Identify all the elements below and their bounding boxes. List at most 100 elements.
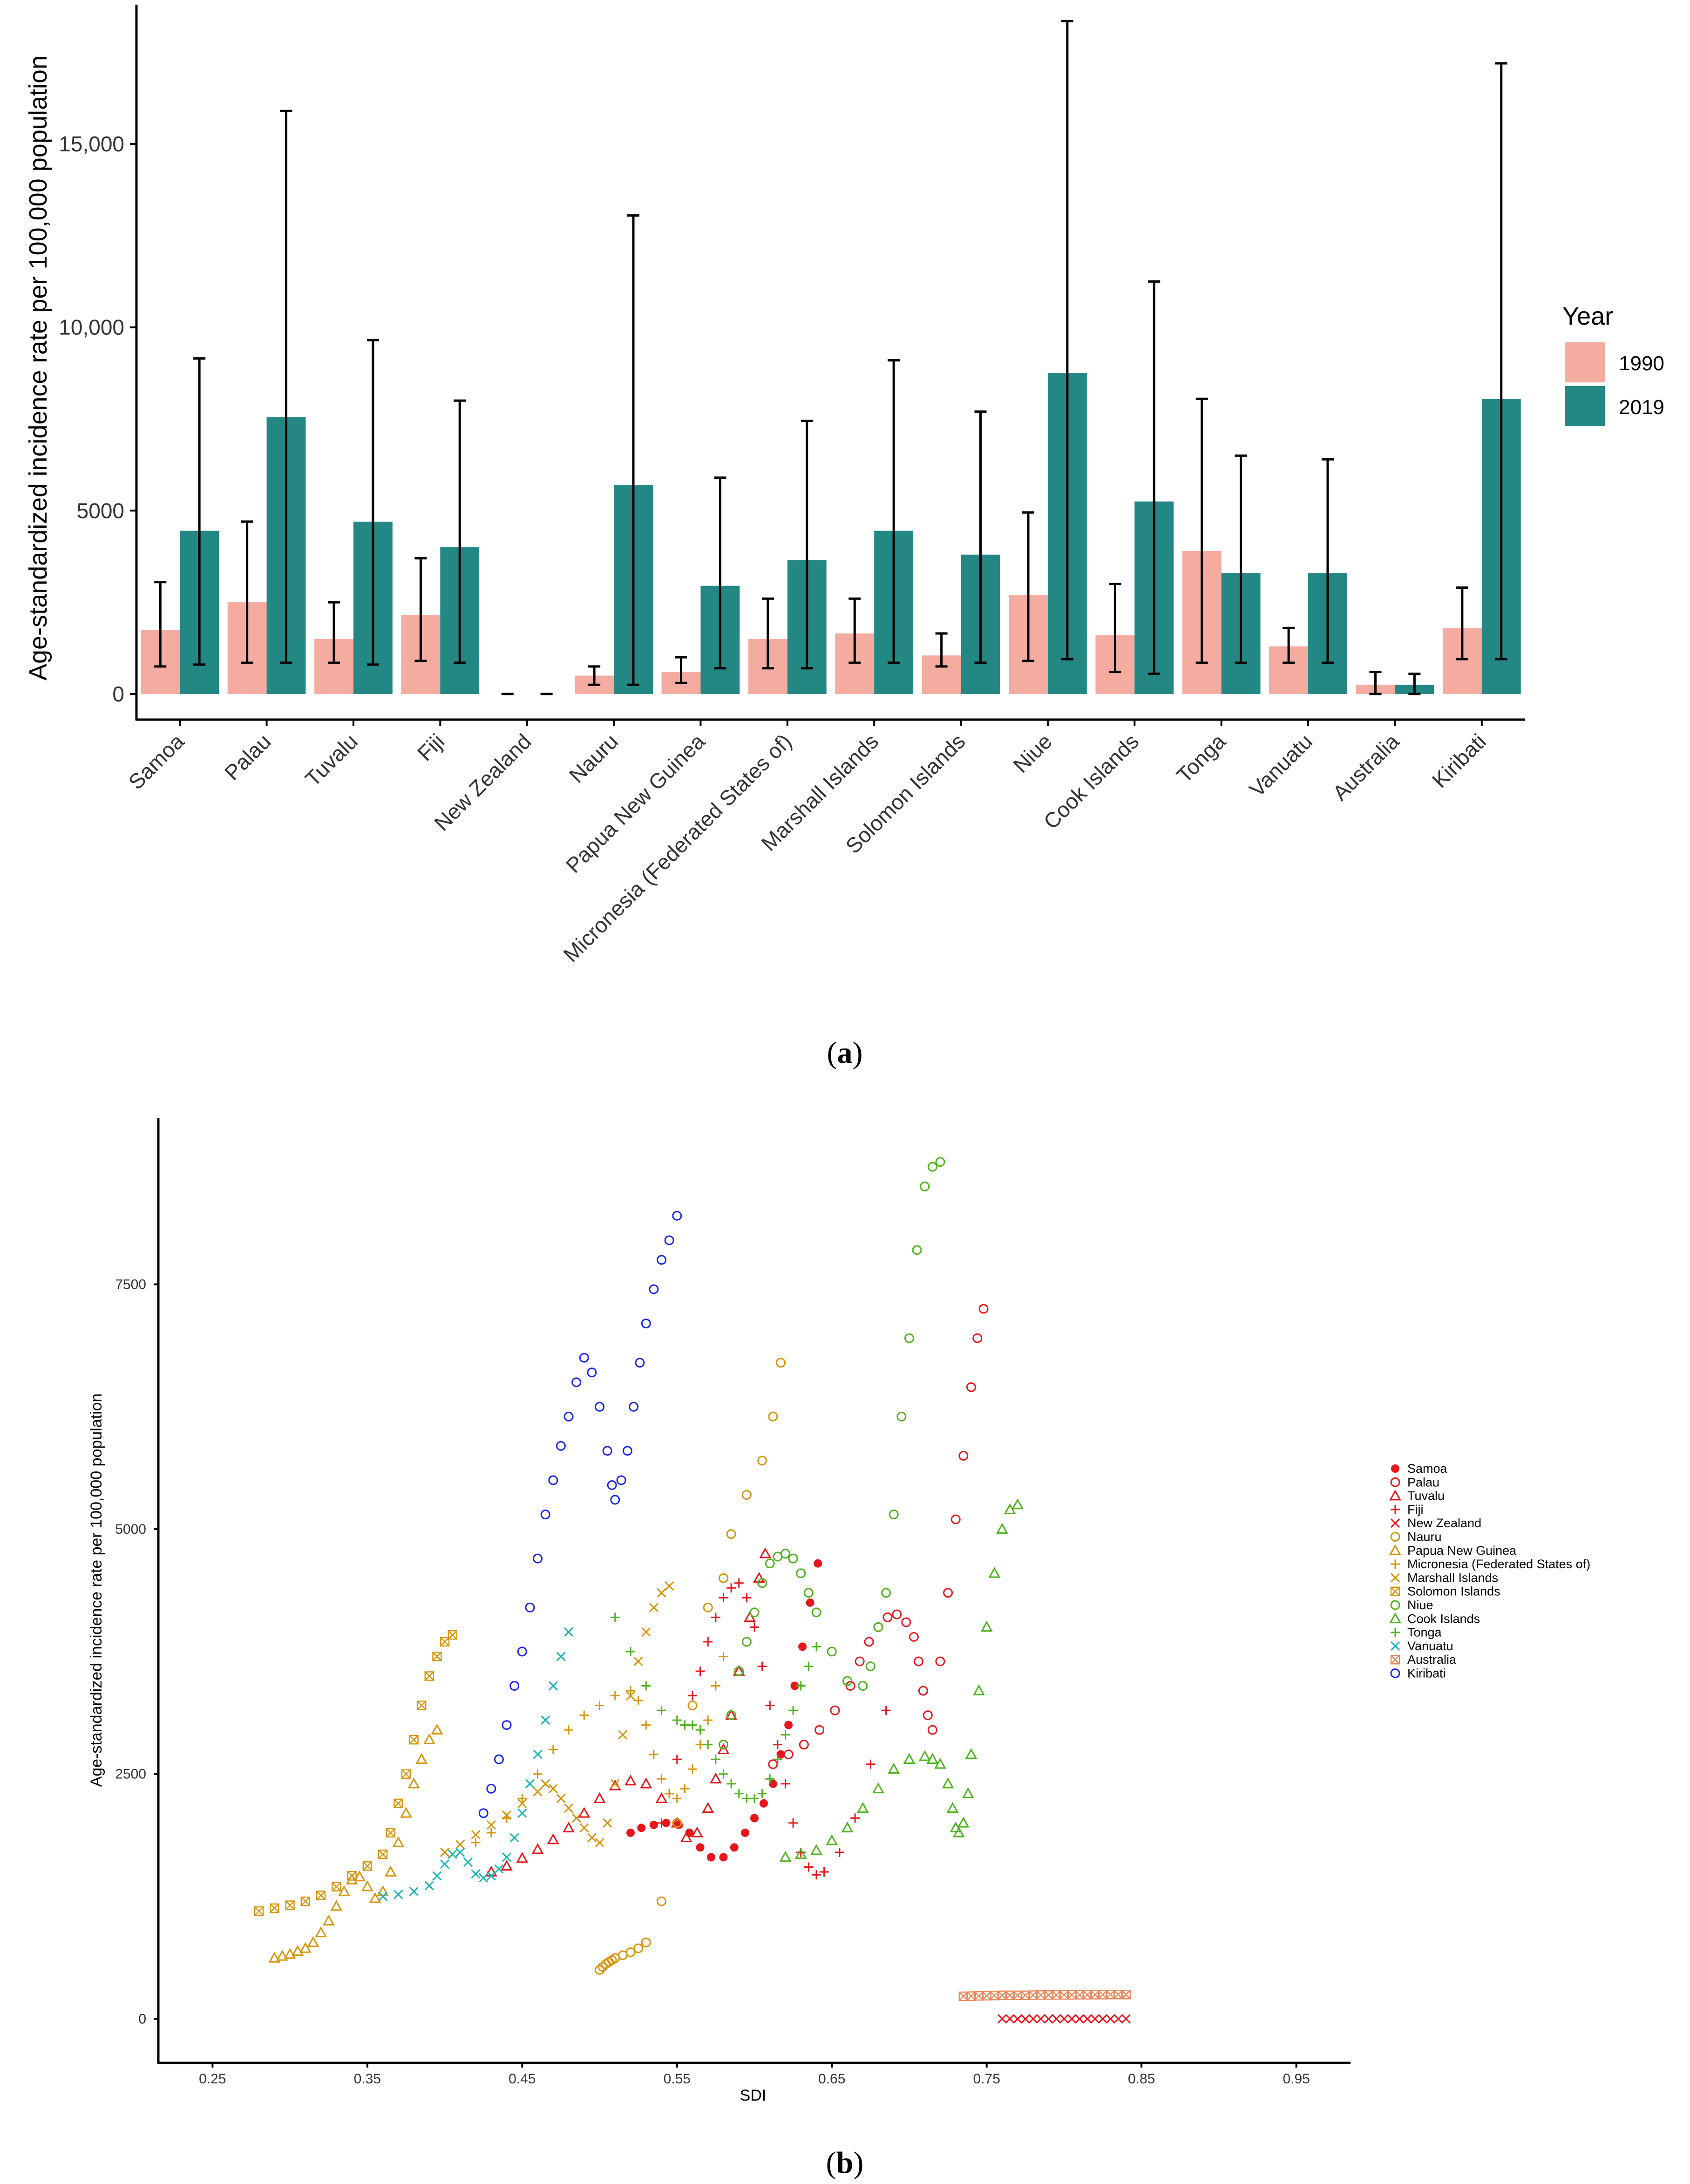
errorbar-fiji-1990 [414, 557, 427, 662]
point-solomon-islands [347, 1871, 357, 1881]
point-niue [719, 1740, 729, 1750]
point-cook-islands [996, 1523, 1008, 1534]
point-cook-islands [826, 1834, 838, 1845]
panel-a-error-bars [154, 20, 1507, 695]
point-australia [1098, 1990, 1108, 2000]
point-marshall-islands [633, 1656, 643, 1667]
point-new-zealand [997, 2014, 1007, 2024]
errorbar-kiribati-2019 [1495, 62, 1507, 660]
legend-marker-marshall-islands [1390, 1573, 1400, 1583]
point-australia [974, 1991, 984, 2001]
point-niue [827, 1647, 837, 1657]
point-marshall-islands [603, 1818, 612, 1828]
legend-label-nauru: Nauru [1407, 1530, 1442, 1544]
point-niue [889, 1510, 899, 1520]
point-cook-islands [903, 1753, 916, 1764]
point-tuvalu [547, 1833, 559, 1844]
point-micronesia-federated-states-of [610, 1691, 620, 1701]
point-marshall-islands [657, 1588, 666, 1598]
point-cook-islands [872, 1782, 884, 1794]
point-australia [997, 1990, 1007, 2000]
legend-item-kiribati: Kiribati [1390, 1667, 1446, 1681]
point-cook-islands [965, 1748, 977, 1759]
point-solomon-islands [424, 1671, 434, 1681]
errorbar-marshall-islands-1990 [848, 597, 861, 664]
errorbar-papua-new-guinea-1990 [675, 656, 687, 684]
point-kiribati [548, 1475, 558, 1485]
legend-label-palau: Palau [1407, 1475, 1439, 1489]
point-marshall-islands [455, 1840, 465, 1850]
legend-marker-kiribati [1390, 1668, 1400, 1678]
legend-item-vanuatu: Vanuatu [1390, 1639, 1453, 1653]
point-new-zealand [1028, 2014, 1038, 2024]
point-solomon-islands [378, 1849, 388, 1859]
point-micronesia-federated-states-of [486, 1828, 496, 1837]
point-tonga [750, 1794, 759, 1803]
errorbar-samoa-2019 [193, 357, 206, 666]
panel-a-label-open: ( [827, 1036, 837, 1070]
point-cook-islands [918, 1750, 931, 1761]
point-fiji [657, 1818, 666, 1828]
x-tick-label: Fiji [413, 729, 449, 765]
point-solomon-islands [300, 1896, 311, 1906]
point-samoa [806, 1598, 814, 1607]
y-tick-label: 0 [138, 2011, 146, 2027]
point-solomon-islands [394, 1798, 403, 1809]
point-vanuatu [409, 1886, 419, 1897]
point-samoa [706, 1853, 715, 1862]
legend-label-kiribati: Kiribati [1407, 1667, 1446, 1681]
panel-a-label: (a) [827, 1036, 863, 1070]
point-tuvalu [624, 1775, 637, 1786]
point-cook-islands [973, 1684, 985, 1695]
series-marshall-islands [440, 1581, 674, 1857]
point-vanuatu [494, 1864, 504, 1874]
point-kiribati [540, 1510, 550, 1520]
errorbar-tonga-2019 [1235, 454, 1247, 664]
point-vanuatu [502, 1852, 512, 1862]
point-cook-islands [794, 1848, 807, 1859]
point-samoa [814, 1559, 822, 1568]
panel-a-y-axis-title: Age-standardized incidence rate per 100,… [24, 55, 52, 680]
legend-item-fiji: Fiji [1391, 1503, 1424, 1517]
point-tuvalu [640, 1777, 652, 1789]
point-fiji [734, 1578, 744, 1588]
point-papua-new-guinea [315, 1926, 327, 1938]
point-vanuatu [486, 1871, 496, 1881]
point-papua-new-guinea [384, 1865, 397, 1877]
errorbar-tonga-1990 [1195, 397, 1208, 664]
panel-a-label-letter: a [837, 1036, 853, 1070]
series-nauru [595, 1358, 786, 1975]
point-fiji [866, 1759, 876, 1769]
point-tonga [657, 1706, 666, 1715]
point-australia [1044, 1990, 1053, 2000]
point-tonga [711, 1755, 720, 1764]
point-kiribati [635, 1358, 645, 1368]
legend-marker-micronesia-federated-states-of [1391, 1559, 1400, 1569]
point-cook-islands [946, 1802, 959, 1813]
point-samoa [776, 1750, 785, 1759]
point-australia [1074, 1990, 1085, 2000]
point-fiji [719, 1593, 728, 1603]
legend-marker-tonga [1391, 1627, 1400, 1637]
point-australia [982, 1991, 991, 2001]
point-vanuatu [424, 1881, 434, 1891]
point-tonga [626, 1647, 636, 1656]
x-tick-label: 0.45 [509, 2071, 536, 2087]
x-tick-label: 0.85 [1128, 2071, 1155, 2087]
point-australia [1020, 1990, 1031, 2000]
point-cook-islands [962, 1787, 974, 1798]
errorbar-cook-islands-1990 [1109, 583, 1121, 674]
series-vanuatu [378, 1627, 574, 1901]
legend-label-vanuatu: Vanuatu [1407, 1639, 1453, 1653]
point-tuvalu [501, 1859, 513, 1871]
point-marshall-islands [641, 1627, 651, 1637]
point-nauru [595, 1965, 605, 1975]
point-papua-new-guinea [322, 1914, 335, 1925]
point-tonga [765, 1774, 775, 1784]
point-cook-islands [980, 1620, 993, 1632]
legend-label-solomon-islands: Solomon Islands [1407, 1585, 1500, 1599]
point-vanuatu [394, 1890, 403, 1899]
point-micronesia-federated-states-of [548, 1745, 558, 1755]
point-marshall-islands [486, 1820, 496, 1830]
